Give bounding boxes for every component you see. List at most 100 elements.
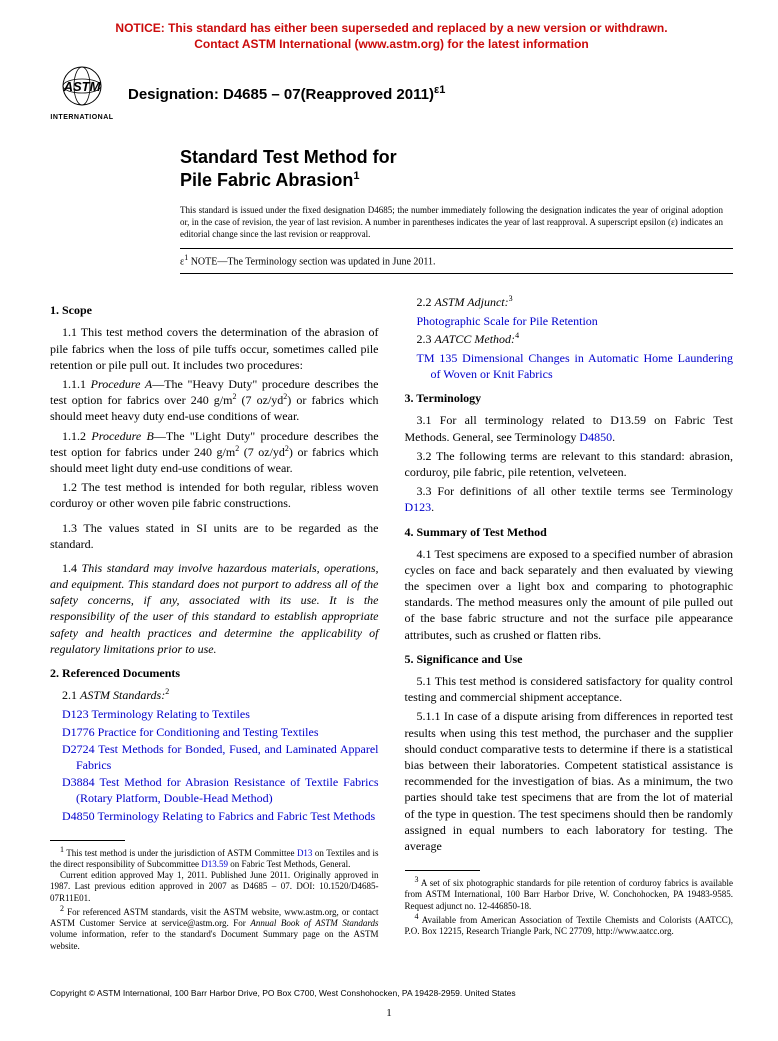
ref-tm135-title[interactable]: Dimensional Changes in Automatic Home La… (431, 351, 734, 381)
p23-term: AATCC Method: (435, 332, 516, 346)
left-column: 1. Scope 1.1 This test method covers the… (50, 294, 379, 952)
ref-d2724: D2724 Test Methods for Bonded, Fused, an… (50, 741, 379, 773)
p111-tail: (7 oz/yd (236, 393, 283, 407)
fn1-link2[interactable]: D13.59 (201, 859, 228, 869)
p23-label: 2.3 (417, 332, 435, 346)
ref-tm135: TM 135 Dimensional Changes in Automatic … (405, 350, 734, 382)
fn1-a: This test method is under the jurisdicti… (64, 848, 297, 858)
p112-tail: (7 oz/yd (239, 445, 285, 459)
ref-d4850-title[interactable]: Terminology Relating to Fabrics and Fabr… (95, 809, 376, 823)
p33-b: . (431, 500, 434, 514)
notice-line-1: NOTICE: This standard has either been su… (115, 21, 667, 35)
footnote-2: 2 For referenced ASTM standards, visit t… (50, 904, 379, 952)
section-2-head: 2. Referenced Documents (50, 665, 379, 681)
title-block: Standard Test Method for Pile Fabric Abr… (180, 146, 733, 191)
para-5-1-1: 5.1.1 In case of a dispute arising from … (405, 708, 734, 854)
section-1-head: 1. Scope (50, 302, 379, 318)
footnote-separator-left (50, 840, 125, 841)
para-5-1: 5.1 This test method is considered satis… (405, 673, 734, 705)
svg-text:ASTM: ASTM (63, 79, 102, 94)
para-1-1: 1.1 This test method covers the determin… (50, 324, 379, 373)
designation-epsilon: ε1 (434, 84, 445, 96)
section-3-head: 3. Terminology (405, 390, 734, 406)
p22-label: 2.2 (417, 295, 435, 309)
notice-line-2: Contact ASTM International (www.astm.org… (194, 37, 588, 51)
ref-d2724-title[interactable]: Test Methods for Bonded, Fused, and Lami… (76, 742, 379, 772)
astm-logo: ASTM INTERNATIONAL (50, 62, 114, 126)
para-4-1: 4.1 Test specimens are exposed to a spec… (405, 546, 734, 643)
ref-d1776-title[interactable]: Practice for Conditioning and Testing Te… (95, 725, 319, 739)
two-column-body: 1. Scope 1.1 This test method covers the… (50, 294, 733, 952)
p112-label: 1.1.2 (62, 429, 91, 443)
para-1-4-body: This standard may involve hazardous mate… (50, 561, 379, 656)
p21-label: 2.1 (62, 688, 80, 702)
para-1-1-1: 1.1.1 Procedure A—The "Heavy Duty" proce… (50, 376, 379, 425)
ref-d123-title[interactable]: Terminology Relating to Textiles (89, 707, 250, 721)
p23-sup: 4 (515, 331, 519, 340)
ref-adjunct: Photographic Scale for Pile Retention (405, 313, 734, 329)
fn1-link1[interactable]: D13 (297, 848, 313, 858)
astm-logo-icon: ASTM (54, 66, 110, 112)
designation: Designation: D4685 – 07(Reapproved 2011)… (128, 83, 445, 105)
ref-d4850: D4850 Terminology Relating to Fabrics an… (50, 808, 379, 824)
ref-d3884: D3884 Test Method for Abrasion Resistanc… (50, 774, 379, 806)
title-line-2: Pile Fabric Abrasion (180, 170, 353, 190)
p111-term: Procedure A (91, 377, 153, 391)
ref-d123-code[interactable]: D123 (62, 707, 89, 721)
page-number: 1 (0, 1006, 778, 1021)
p33-link[interactable]: D123 (405, 500, 432, 514)
p21-sup: 2 (165, 687, 169, 696)
ref-d1776-code[interactable]: D1776 (62, 725, 95, 739)
header-row: ASTM INTERNATIONAL Designation: D4685 – … (50, 62, 733, 126)
ref-d3884-code[interactable]: D3884 (62, 775, 95, 789)
fn2-i: Annual Book of ASTM Standards (250, 918, 378, 928)
ref-adjunct-title[interactable]: Photographic Scale for Pile Retention (417, 314, 598, 328)
para-1-3: 1.3 The values stated in SI units are to… (50, 520, 379, 552)
para-1-2: 1.2 The test method is intended for both… (50, 479, 379, 511)
notice-banner: NOTICE: This standard has either been su… (50, 20, 733, 52)
footnote-1b: Current edition approved May 1, 2011. Pu… (50, 870, 379, 904)
fn4-body: Available from American Association of T… (405, 915, 734, 936)
fn3-body: A set of six photographic standards for … (405, 878, 734, 911)
p22-sup: 3 (509, 294, 513, 303)
p31-b: . (612, 430, 615, 444)
ref-d1776: D1776 Practice for Conditioning and Test… (50, 724, 379, 740)
para-2-2: 2.2 ASTM Adjunct:3 (405, 294, 734, 310)
copyright-line: Copyright © ASTM International, 100 Barr… (50, 988, 733, 999)
p112-term: Procedure B (91, 429, 153, 443)
para-3-1: 3.1 For all terminology related to D13.5… (405, 412, 734, 444)
epsilon-note: ε1 NOTE—The Terminology section was upda… (180, 248, 733, 274)
ref-d123: D123 Terminology Relating to Textiles (50, 706, 379, 722)
designation-text: Designation: D4685 – 07(Reapproved 2011) (128, 86, 434, 103)
fn1-c: on Fabric Test Methods, General. (228, 859, 350, 869)
ref-d2724-code[interactable]: D2724 (62, 742, 95, 756)
title-line-1: Standard Test Method for (180, 147, 397, 167)
page: NOTICE: This standard has either been su… (0, 0, 778, 1041)
ref-d4850-code[interactable]: D4850 (62, 809, 95, 823)
p111-label: 1.1.1 (62, 377, 91, 391)
para-2-3: 2.3 AATCC Method:4 (405, 331, 734, 347)
footnote-4: 4 Available from American Association of… (405, 912, 734, 938)
section-4-head: 4. Summary of Test Method (405, 524, 734, 540)
title-sup: 1 (353, 170, 359, 182)
ref-tm135-code[interactable]: TM 135 (417, 351, 458, 365)
p22-term: ASTM Adjunct: (435, 295, 509, 309)
logo-text: INTERNATIONAL (50, 113, 113, 122)
issuance-note: This standard is issued under the fixed … (180, 205, 733, 240)
fn2-b: volume information, refer to the standar… (50, 929, 379, 950)
ref-d3884-title[interactable]: Test Method for Abrasion Resistance of T… (76, 775, 379, 805)
section-5-head: 5. Significance and Use (405, 651, 734, 667)
main-title: Standard Test Method for Pile Fabric Abr… (180, 146, 733, 191)
p31-link[interactable]: D4850 (579, 430, 612, 444)
eps-body: NOTE—The Terminology section was updated… (188, 257, 435, 268)
p21-term: ASTM Standards: (80, 688, 165, 702)
para-2-1: 2.1 ASTM Standards:2 (50, 687, 379, 703)
para-1-1-2: 1.1.2 Procedure B—The "Light Duty" proce… (50, 428, 379, 477)
para-1-4: 1.4 This standard may involve hazardous … (50, 560, 379, 657)
para-3-2: 3.2 The following terms are relevant to … (405, 448, 734, 480)
p33-a: 3.3 For definitions of all other textile… (417, 484, 734, 498)
footnote-separator-right (405, 870, 480, 871)
footnote-1: 1 This test method is under the jurisdic… (50, 845, 379, 871)
p31-a: 3.1 For all terminology related to D13.5… (405, 413, 734, 443)
para-3-3: 3.3 For definitions of all other textile… (405, 483, 734, 515)
